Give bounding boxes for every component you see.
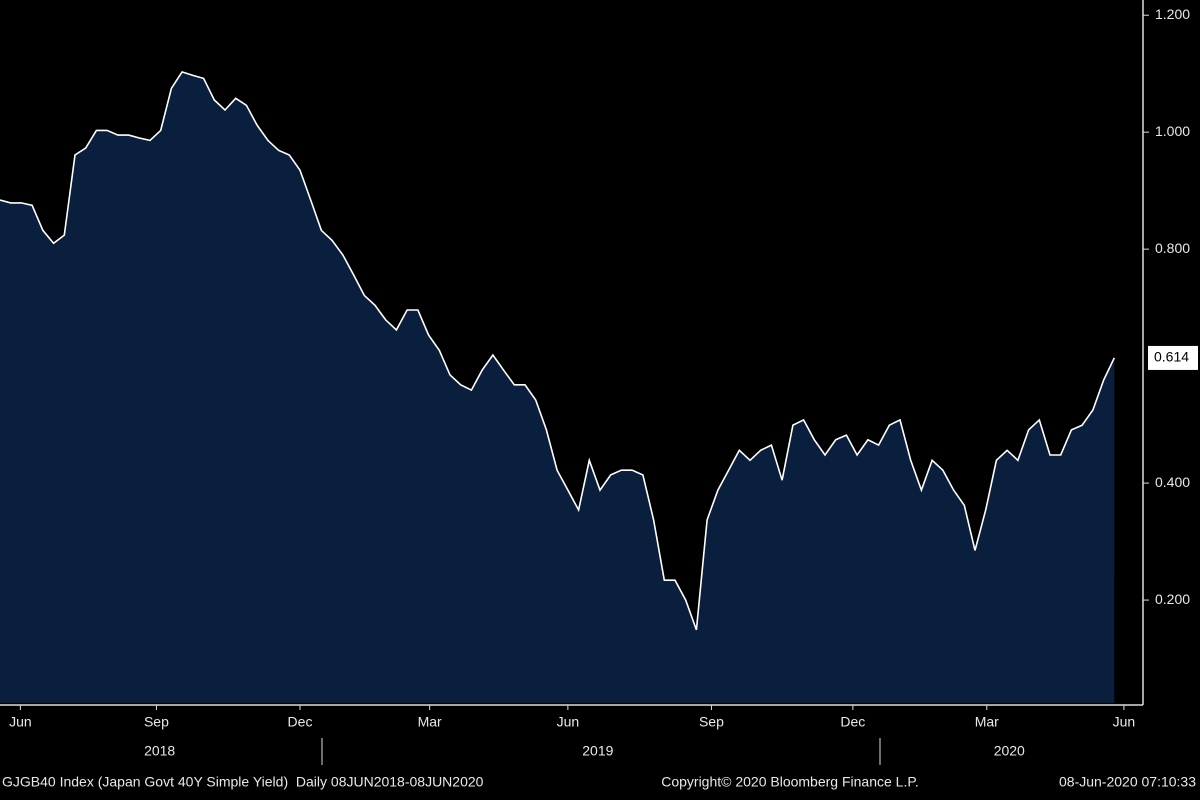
last-value-label: 0.614 (1154, 349, 1189, 365)
footer-left: GJGB40 Index (Japan Govt 40Y Simple Yiel… (2, 774, 484, 790)
x-tick-label: Sep (144, 714, 169, 730)
year-label: 2019 (582, 743, 613, 759)
year-label: 2018 (144, 743, 175, 759)
y-tick-label: 0.400 (1155, 474, 1190, 490)
footer-right: 08-Jun-2020 07:10:33 (1059, 774, 1196, 790)
y-tick-label: 1.000 (1155, 123, 1190, 139)
line (0, 70, 1116, 631)
x-tick-label: Dec (840, 714, 865, 730)
x-tick-label: Jun (9, 714, 32, 730)
x-tick-label: Sep (699, 714, 724, 730)
area (0, 71, 1115, 703)
y-tick-label: 0.800 (1155, 240, 1190, 256)
y-tick-label: 1.200 (1155, 6, 1190, 22)
last-value-badge (1148, 345, 1198, 370)
x-tick-label: Jun (557, 714, 580, 730)
x-tick-label: Dec (288, 714, 313, 730)
y-tick-label: 0.200 (1155, 591, 1190, 607)
x-tick-label: Jun (1113, 714, 1136, 730)
footer-center: Copyright© 2020 Bloomberg Finance L.P. (661, 774, 919, 790)
x-tick-label: Mar (418, 714, 442, 730)
year-label: 2020 (994, 743, 1025, 759)
x-tick-label: Mar (975, 714, 999, 730)
